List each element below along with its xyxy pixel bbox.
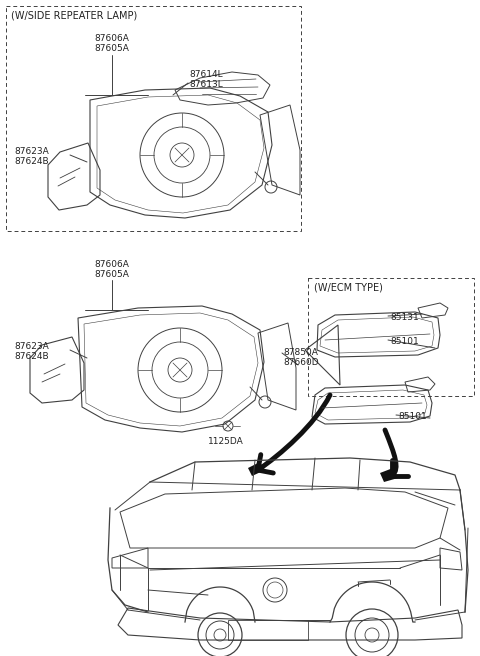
FancyArrowPatch shape	[385, 430, 408, 476]
Text: 87606A: 87606A	[95, 34, 130, 43]
Text: 85131: 85131	[390, 313, 419, 322]
Text: 87623A: 87623A	[14, 342, 49, 351]
Text: 87850A: 87850A	[283, 348, 318, 357]
Text: 85101: 85101	[390, 337, 419, 346]
Text: 85101: 85101	[398, 412, 427, 421]
Text: 87614L: 87614L	[189, 70, 223, 79]
Text: 1125DA: 1125DA	[208, 437, 244, 446]
Text: 87605A: 87605A	[95, 44, 130, 53]
Text: (W/SIDE REPEATER LAMP): (W/SIDE REPEATER LAMP)	[11, 11, 137, 21]
Text: (W/ECM TYPE): (W/ECM TYPE)	[314, 283, 383, 293]
FancyArrowPatch shape	[258, 395, 330, 473]
Text: 87623A: 87623A	[14, 147, 49, 156]
Text: 87613L: 87613L	[189, 80, 223, 89]
Bar	[6, 6, 301, 231]
Text: 87605A: 87605A	[95, 270, 130, 279]
Text: 87660D: 87660D	[283, 358, 319, 367]
Bar	[228, 620, 308, 640]
Polygon shape	[380, 468, 398, 482]
Text: 87606A: 87606A	[95, 260, 130, 269]
Text: 87624B: 87624B	[14, 352, 48, 361]
Bar	[308, 278, 474, 396]
Polygon shape	[248, 462, 265, 476]
Text: 87624B: 87624B	[14, 157, 48, 166]
